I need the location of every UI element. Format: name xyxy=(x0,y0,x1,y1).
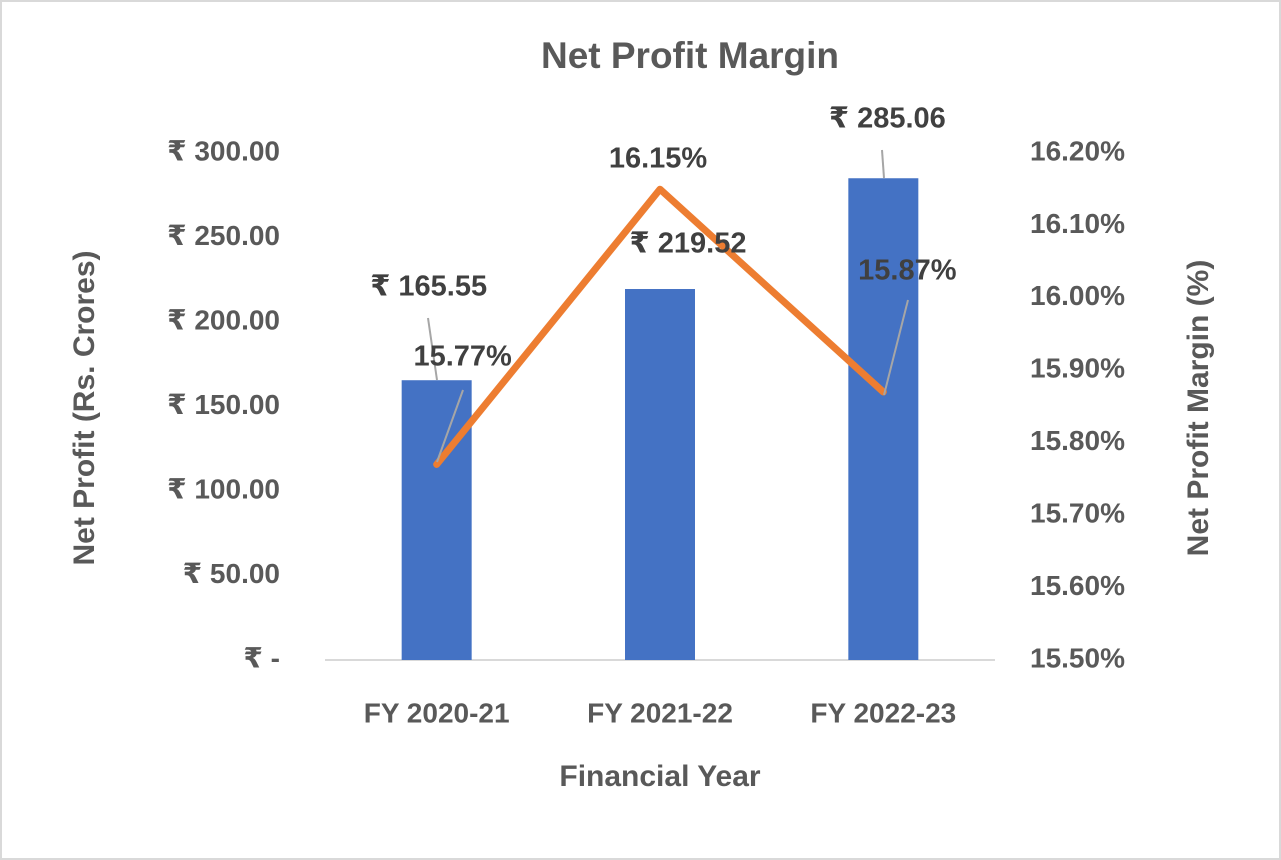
leader-line xyxy=(883,299,909,396)
y-tick-label: ₹ 100.00 xyxy=(167,473,280,504)
x-axis-title: Financial Year xyxy=(559,760,761,793)
y2-tick-label: 15.60% xyxy=(1030,570,1125,601)
bar xyxy=(401,380,472,660)
y2-tick-label: 16.10% xyxy=(1030,208,1125,239)
y2-axis-title: Net Profit Margin (%) xyxy=(1182,260,1215,557)
y2-tick-label: 16.20% xyxy=(1030,135,1125,166)
x-tick-label: FY 2021-22 xyxy=(587,697,733,728)
y-tick-label: ₹ 200.00 xyxy=(167,304,280,335)
data-label: 16.15% xyxy=(609,143,708,175)
line xyxy=(433,185,887,468)
y-tick-label: ₹ 150.00 xyxy=(167,389,280,420)
y2-tick-label: 15.70% xyxy=(1030,498,1125,529)
y-tick-label: ₹ 50.00 xyxy=(183,558,280,589)
y-axis-title: Net Profit (Rs. Crores) xyxy=(68,250,101,565)
data-label: 15.87% xyxy=(858,255,957,287)
leader-line xyxy=(881,149,885,179)
y-tick-label: ₹ - xyxy=(243,642,280,673)
chart-title: Net Profit Margin xyxy=(541,35,839,76)
x-tick-label: FY 2022-23 xyxy=(810,697,956,728)
bar xyxy=(625,289,695,660)
y2-tick-label: 16.00% xyxy=(1030,280,1125,311)
leader-line xyxy=(427,317,438,381)
x-tick-label: FY 2020-21 xyxy=(364,697,510,728)
data-label: ₹ 285.06 xyxy=(829,103,946,135)
data-label: ₹ 219.52 xyxy=(630,228,747,260)
y2-tick-label: 15.50% xyxy=(1030,642,1125,673)
y2-tick-label: 15.90% xyxy=(1030,353,1125,384)
y2-tick-label: 15.80% xyxy=(1030,425,1125,456)
leader-line xyxy=(436,389,464,463)
y-tick-label: ₹ 250.00 xyxy=(167,220,280,251)
data-label: ₹ 165.55 xyxy=(370,271,487,303)
bar xyxy=(848,178,919,660)
y-tick-label: ₹ 300.00 xyxy=(167,135,280,166)
data-label: 15.77% xyxy=(413,341,512,373)
